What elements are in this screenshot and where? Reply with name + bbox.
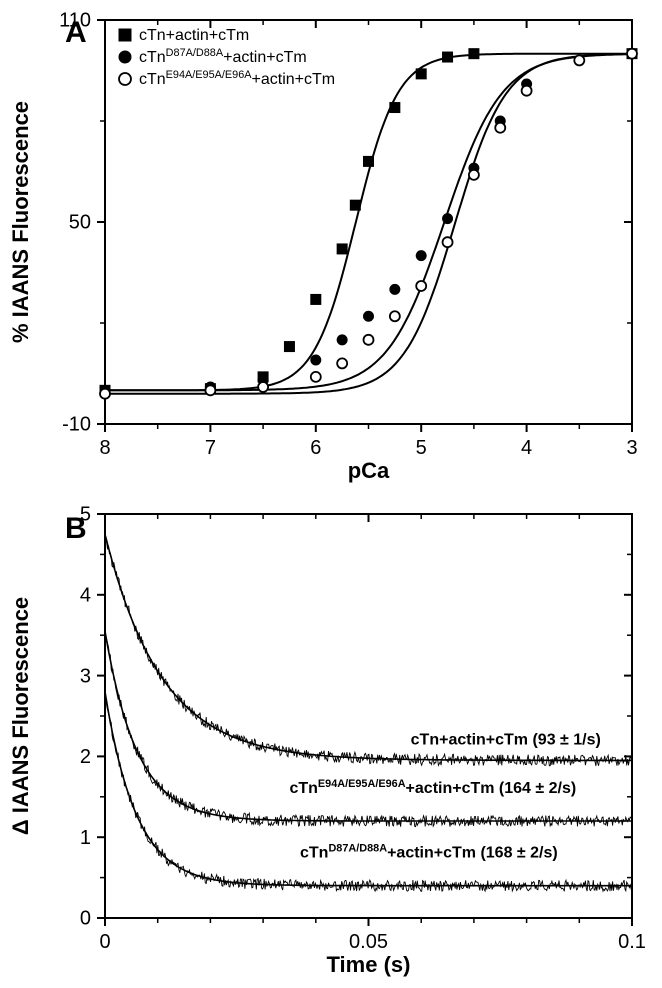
- data-point: [311, 294, 321, 304]
- data-point: [350, 200, 360, 210]
- panel-a: 876543-1050110pCa% IAANS FluorescenceAcT…: [0, 0, 662, 494]
- data-point: [311, 372, 321, 382]
- svg-text:8: 8: [99, 437, 110, 459]
- data-point: [416, 281, 426, 291]
- svg-text:B: B: [65, 512, 87, 545]
- data-point: [284, 342, 294, 352]
- svg-text:4: 4: [80, 584, 91, 606]
- svg-text:Time (s): Time (s): [327, 952, 411, 977]
- data-point: [258, 382, 268, 392]
- data-point: [522, 86, 532, 96]
- svg-text:3: 3: [626, 437, 637, 459]
- data-point: [416, 251, 426, 261]
- data-point: [337, 244, 347, 254]
- svg-text:50: 50: [69, 212, 91, 234]
- legend-label: cTn+actin+cTm: [139, 27, 249, 44]
- svg-text:1: 1: [80, 827, 91, 849]
- svg-text:0: 0: [80, 908, 91, 930]
- data-point: [416, 69, 426, 79]
- svg-text:0: 0: [99, 931, 110, 953]
- svg-text:6: 6: [310, 437, 321, 459]
- panel-b-chart: 00.050.1012345Time (s)Δ IAANS Fluorescen…: [0, 494, 662, 988]
- figure-root: 876543-1050110pCa% IAANS FluorescenceAcT…: [0, 0, 662, 988]
- svg-text:3: 3: [80, 665, 91, 687]
- data-point: [443, 52, 453, 62]
- trace-label: cTnD87A/D88A+actin+cTm (168 ± 2/s): [300, 842, 558, 861]
- svg-text:% IAANS Fluorescence: % IAANS Fluorescence: [8, 101, 33, 343]
- svg-text:A: A: [65, 16, 87, 49]
- data-point: [311, 355, 321, 365]
- data-point: [390, 284, 400, 294]
- svg-text:2: 2: [80, 746, 91, 768]
- svg-text:pCa: pCa: [348, 458, 390, 483]
- svg-text:0.1: 0.1: [618, 931, 646, 953]
- data-point: [205, 385, 215, 395]
- trace-fit-wt: [105, 534, 632, 760]
- data-point: [390, 311, 400, 321]
- svg-text:Δ IAANS Fluorescence: Δ IAANS Fluorescence: [8, 597, 33, 835]
- legend-label: cTnE94A/E95A/E96A+actin+cTm: [139, 69, 335, 88]
- svg-text:0.05: 0.05: [349, 931, 388, 953]
- svg-text:7: 7: [205, 437, 216, 459]
- data-point: [443, 237, 453, 247]
- data-point: [364, 156, 374, 166]
- legend-label: cTnD87A/D88A+actin+cTm: [139, 47, 307, 66]
- legend-marker: [119, 51, 131, 63]
- data-point: [443, 214, 453, 224]
- svg-text:4: 4: [521, 437, 532, 459]
- panel-a-chart: 876543-1050110pCa% IAANS FluorescenceAcT…: [0, 0, 662, 494]
- data-point: [469, 170, 479, 180]
- legend-marker: [119, 73, 131, 85]
- data-point: [100, 389, 110, 399]
- data-point: [495, 123, 505, 133]
- svg-text:-10: -10: [62, 414, 91, 436]
- panel-b: 00.050.1012345Time (s)Δ IAANS Fluorescen…: [0, 494, 662, 988]
- data-point: [364, 335, 374, 345]
- trace-label: cTnE94A/E95A/E96A+actin+cTm (164 ± 2/s): [289, 778, 576, 797]
- data-point: [574, 55, 584, 65]
- data-point: [469, 49, 479, 59]
- data-point: [627, 49, 637, 59]
- legend-marker: [119, 29, 131, 41]
- trace-label: cTn+actin+cTm (93 ± 1/s): [411, 731, 601, 748]
- data-point: [390, 103, 400, 113]
- data-point: [337, 358, 347, 368]
- data-point: [364, 311, 374, 321]
- data-point: [337, 335, 347, 345]
- svg-text:5: 5: [416, 437, 427, 459]
- trace-noise-e94a: [105, 632, 632, 827]
